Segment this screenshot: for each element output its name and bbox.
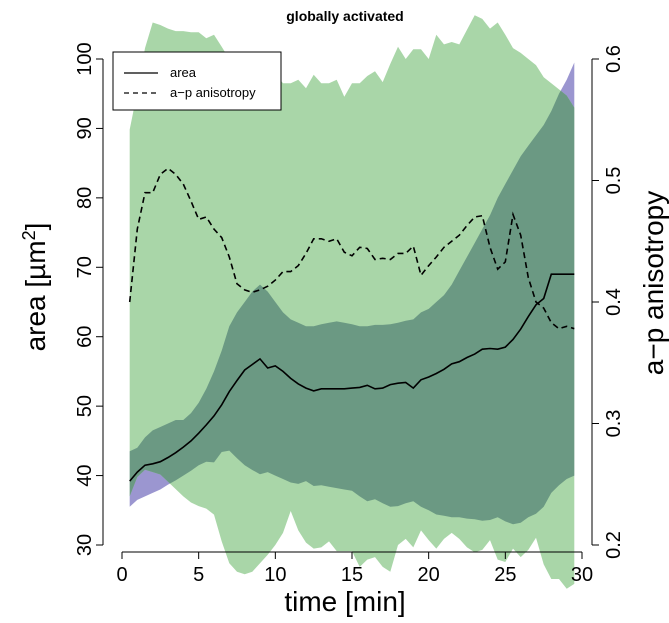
left-tick-label: 90 <box>74 117 96 139</box>
left-y-axis-label: area [µm2] <box>19 223 51 352</box>
left-y-axis: 30 40 50 60 70 80 90 100 <box>74 42 104 556</box>
series-lines <box>128 167 575 482</box>
x-tick-label: 10 <box>264 564 286 586</box>
right-tick-label: 0.5 <box>603 167 625 195</box>
legend-label-anisotropy: a−p anisotropy <box>170 85 256 100</box>
x-axis: 0 5 10 15 20 25 30 <box>116 551 593 586</box>
x-tick-label: 30 <box>571 564 593 586</box>
x-axis-label: time [min] <box>284 586 405 617</box>
chart-title: globally activated <box>286 8 403 24</box>
right-y-axis: 0.2 0.3 0.4 0.5 0.6 <box>591 45 625 559</box>
legend: area a−p anisotropy <box>112 51 282 111</box>
left-tick-label: 70 <box>74 256 96 278</box>
legend-box <box>112 51 282 111</box>
right-tick-label: 0.3 <box>603 410 625 438</box>
area-line <box>129 273 575 482</box>
left-tick-label: 60 <box>74 326 96 348</box>
right-tick-label: 0.4 <box>603 288 625 316</box>
legend-label-area: area <box>170 65 197 80</box>
x-tick-label: 25 <box>494 564 516 586</box>
right-tick-label: 0.2 <box>603 531 625 559</box>
left-tick-label: 50 <box>74 395 96 417</box>
x-tick-label: 0 <box>116 564 127 586</box>
confidence-bands <box>129 15 575 589</box>
left-tick-label: 40 <box>74 464 96 486</box>
left-tick-label: 30 <box>74 534 96 556</box>
right-tick-label: 0.6 <box>603 45 625 73</box>
x-tick-label: 15 <box>341 564 363 586</box>
right-y-axis-label: a−p anisotropy <box>638 191 669 375</box>
left-tick-label: 80 <box>74 187 96 209</box>
anisotropy-line <box>128 167 575 330</box>
x-tick-label: 20 <box>418 564 440 586</box>
x-tick-label: 5 <box>193 564 204 586</box>
left-tick-label: 100 <box>74 42 96 75</box>
